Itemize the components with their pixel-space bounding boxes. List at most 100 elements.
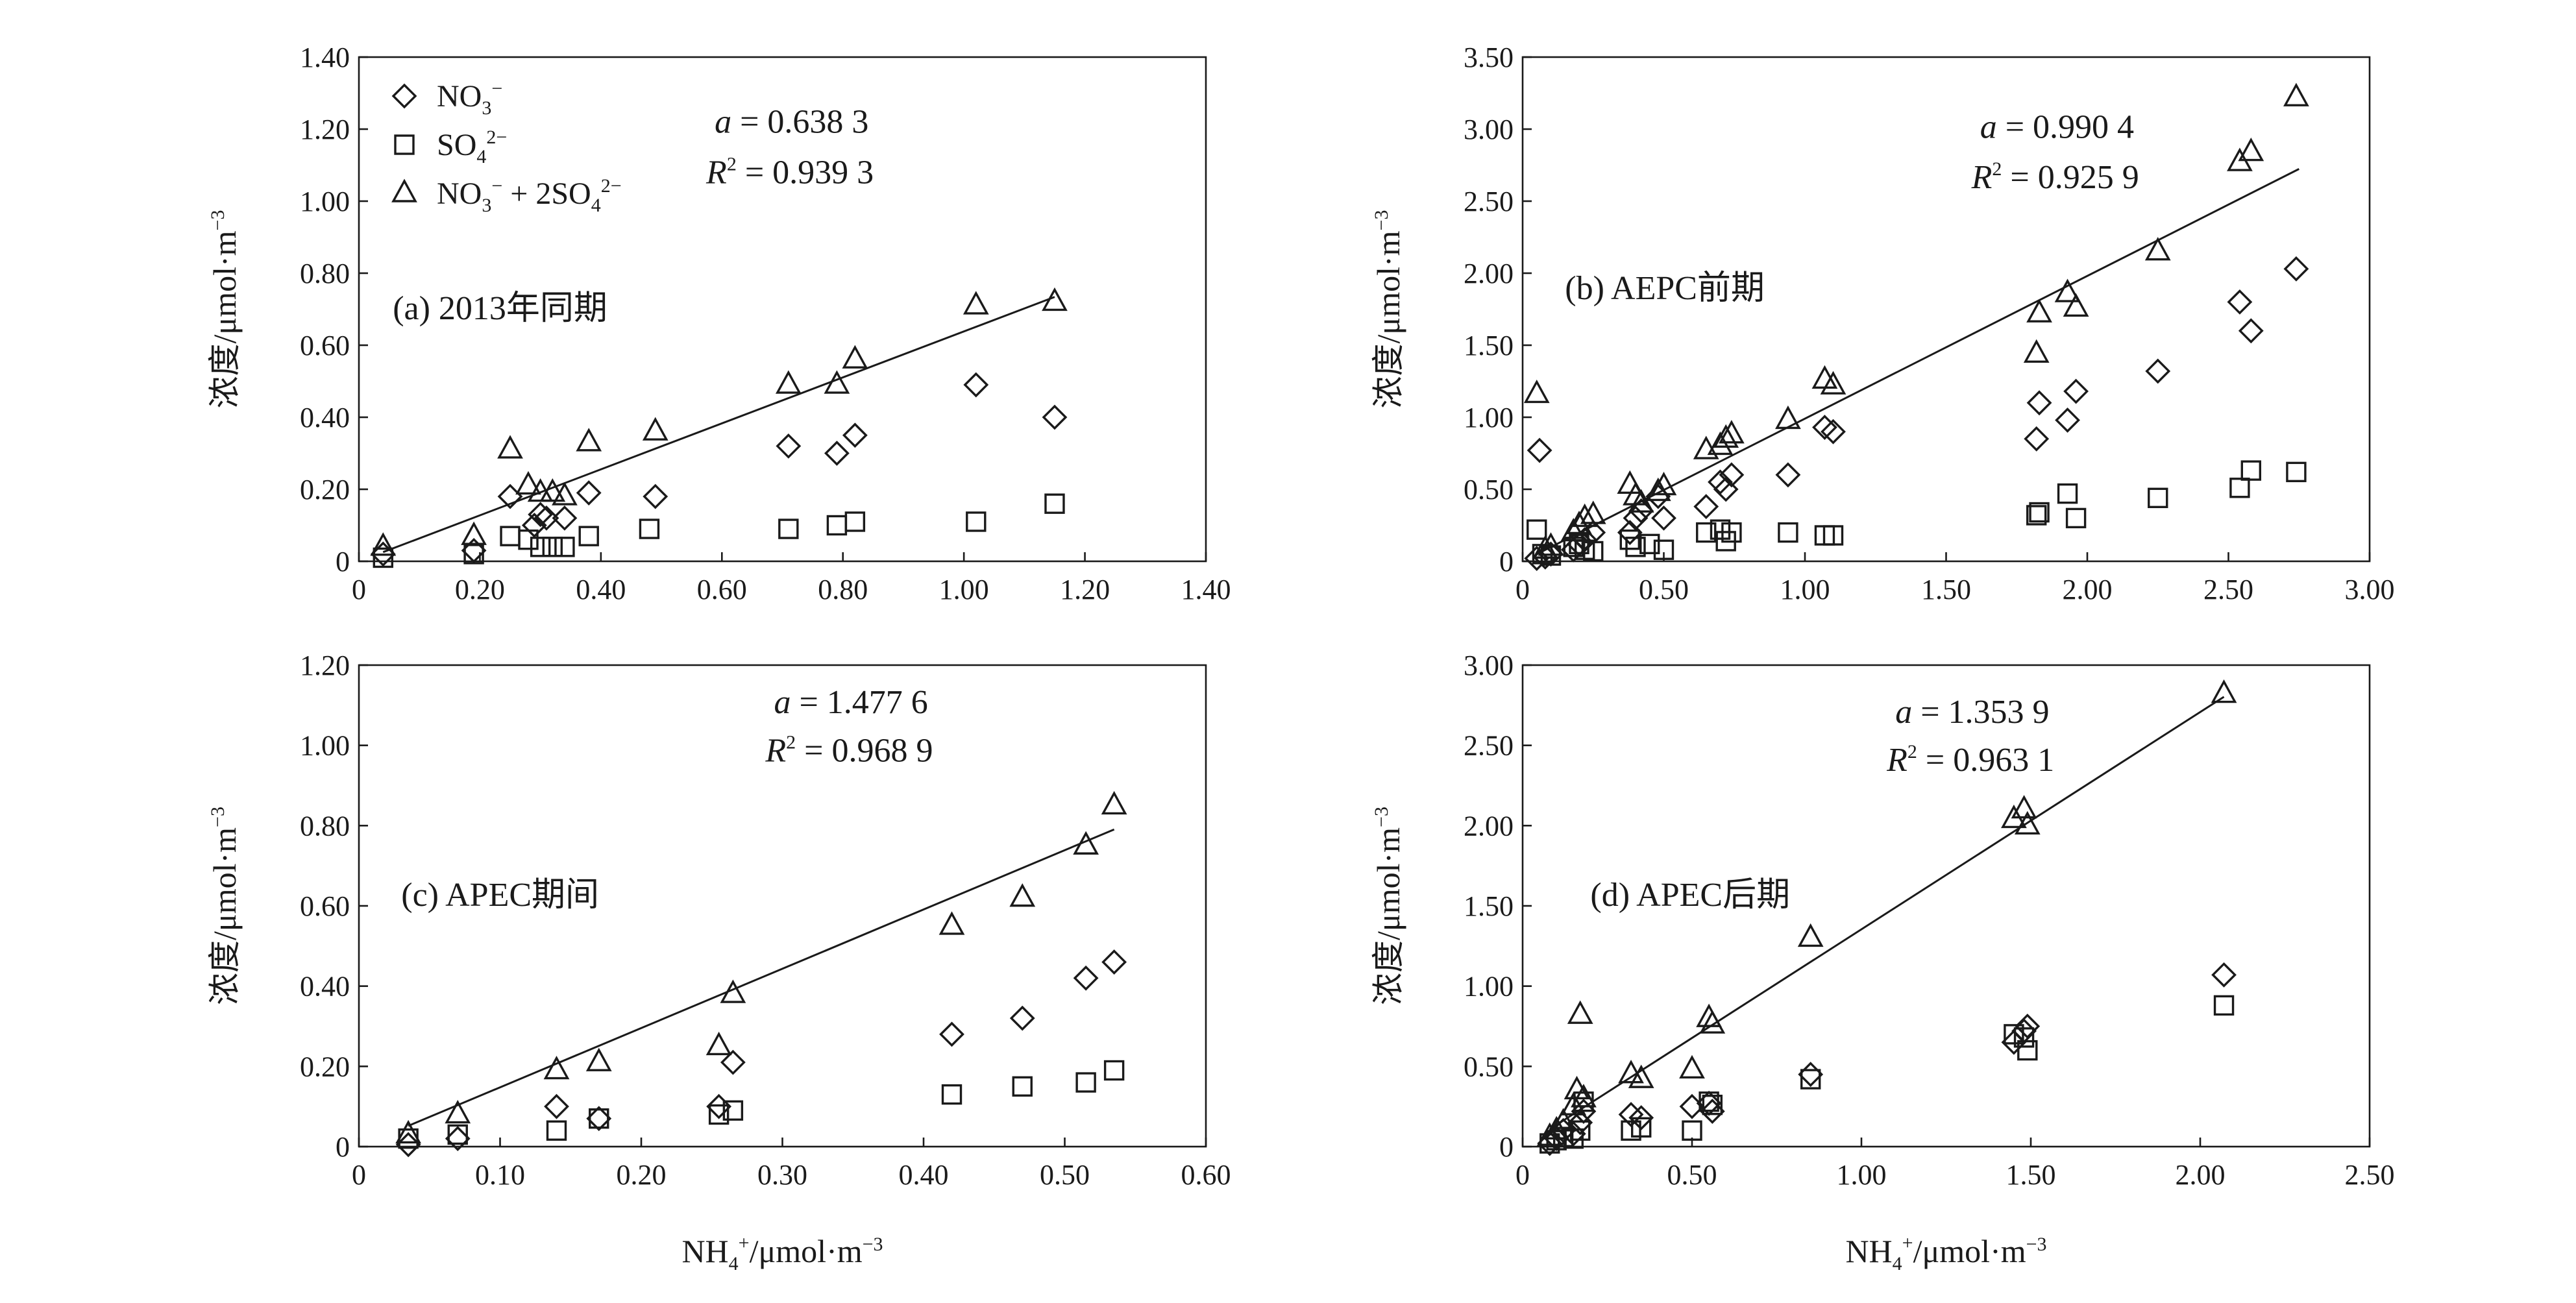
x-tick-label: 1.20 xyxy=(1060,574,1110,605)
data-point-triangle xyxy=(543,1055,570,1080)
data-point-square xyxy=(2213,995,2235,1016)
data-point-diamond xyxy=(2015,1014,2041,1039)
data-point-triangle xyxy=(370,532,397,556)
fit-line xyxy=(382,296,1055,554)
data-point-diamond xyxy=(2063,378,2089,404)
data-point-square xyxy=(1103,1060,1125,1081)
data-point-diamond xyxy=(370,541,396,567)
data-point-square xyxy=(1696,522,1717,543)
data-point-square xyxy=(708,1104,730,1125)
panel-d: 0 0.50 1.00 1.50 2.00 2.50 3.00 0 0.50 1.00 1.50 2.… xyxy=(1370,650,2395,1191)
data-point-triangle xyxy=(1628,489,1654,513)
data-point-triangle xyxy=(552,481,578,505)
y-tick-label: 0 xyxy=(336,1131,350,1163)
data-point-diamond xyxy=(1812,415,1837,440)
y-tick-label: 0.80 xyxy=(300,810,350,842)
slope-annotation: a = 0.638 3 xyxy=(715,104,868,141)
data-point-triangle xyxy=(1580,500,1606,524)
data-point-triangle xyxy=(1523,379,1550,404)
data-point-diamond xyxy=(544,1093,569,1119)
legend-marker-diamond xyxy=(391,83,417,109)
data-point-square xyxy=(1563,537,1584,557)
data-point-triangle xyxy=(1073,831,1099,855)
y-tick-label: 1.00 xyxy=(1464,402,1514,433)
y-tick-label: 2.50 xyxy=(1464,186,1514,217)
data-point-triangle xyxy=(2144,237,2171,261)
x-tick-label: 1.40 xyxy=(1181,574,1231,605)
panel-a: 0 0.20 0.40 0.60 0.80 1.00 1.20 1.40 0 0.20 0.40 0.… xyxy=(206,42,1231,605)
x-tick-label: 0 xyxy=(1515,574,1530,605)
x-tick-label: 1.00 xyxy=(939,574,989,605)
x-tick-label: 0.30 xyxy=(757,1159,807,1191)
data-point-square xyxy=(1800,1069,1821,1090)
y-tick-label: 0.80 xyxy=(300,258,350,289)
data-point-triangle xyxy=(1560,1091,1587,1115)
data-point-triangle xyxy=(1811,365,1838,389)
data-point-square xyxy=(1630,1117,1652,1138)
y-tick-label: 0.50 xyxy=(1464,1051,1514,1082)
x-tick-label: 0.20 xyxy=(617,1159,667,1191)
y-tick-label: 0 xyxy=(336,546,350,578)
x-tick-label: 0 xyxy=(352,1159,366,1191)
panel-title: (b) AEPC前期 xyxy=(1565,270,1765,307)
y-tick-label: 1.50 xyxy=(1464,890,1514,922)
x-axis-label-c: NH4+/μmol·m−3 xyxy=(681,1232,883,1274)
data-point-square xyxy=(941,1084,963,1105)
fit-line xyxy=(408,828,1115,1127)
x-tick-label: 0.50 xyxy=(1639,574,1689,605)
x-tick-label: 2.50 xyxy=(2203,574,2253,605)
data-point-diamond xyxy=(2283,256,2309,282)
x-tick-label: 1.50 xyxy=(1921,574,1971,605)
y-tick-label: 0.60 xyxy=(300,890,350,922)
data-point-triangle xyxy=(1536,1122,1563,1146)
data-point-diamond xyxy=(1101,949,1127,975)
data-point-triangle xyxy=(705,1031,732,1056)
data-point-triangle xyxy=(1693,435,1719,459)
data-point-triangle xyxy=(1009,883,1036,907)
data-point-square xyxy=(2240,460,2262,481)
data-point-square xyxy=(500,526,521,546)
data-point-square xyxy=(1583,541,1604,562)
series-diamond xyxy=(395,949,1127,1158)
data-point-square xyxy=(1710,519,1731,540)
data-point-diamond xyxy=(1651,505,1676,531)
data-point-triangle xyxy=(461,521,487,545)
r2-annotation: R2 = 0.925 9 xyxy=(1971,158,2139,196)
data-point-square xyxy=(639,518,660,539)
data-point-diamond xyxy=(1623,505,1649,531)
r2-annotation: R2 = 0.939 3 xyxy=(705,153,874,191)
data-point-square xyxy=(554,537,575,557)
x-tick-label: 0.80 xyxy=(818,574,868,605)
legend-marker-triangle xyxy=(391,178,417,202)
data-point-square xyxy=(542,537,563,557)
data-point-diamond xyxy=(1628,498,1654,524)
data-point-diamond xyxy=(395,1132,421,1158)
x-tick-label: 0 xyxy=(1515,1159,1530,1191)
data-point-square xyxy=(546,1120,567,1141)
data-point-triangle xyxy=(515,470,541,495)
y-tick-label: 1.00 xyxy=(1464,971,1514,1003)
x-tick-label: 0.20 xyxy=(455,574,505,605)
x-tick-label: 3.00 xyxy=(2345,574,2395,605)
data-point-square xyxy=(2057,483,2078,504)
data-point-square xyxy=(778,518,799,539)
y-axis-label: 浓度/μmol·m−3 xyxy=(206,210,243,409)
data-point-diamond xyxy=(461,537,487,563)
data-point-diamond xyxy=(2145,358,2171,384)
data-point-square xyxy=(530,537,551,557)
x-tick-label: 1.00 xyxy=(1837,1159,1887,1191)
series-square xyxy=(398,1060,1125,1149)
y-tick-label: 1.50 xyxy=(1464,330,1514,361)
data-point-square xyxy=(1653,539,1674,560)
data-point-square xyxy=(447,1124,468,1145)
data-point-triangle xyxy=(1623,481,1649,505)
data-point-triangle xyxy=(2026,298,2052,323)
y-tick-label: 2.50 xyxy=(1464,730,1514,762)
data-point-triangle xyxy=(2238,137,2264,162)
x-tick-label: 0.60 xyxy=(1181,1159,1231,1191)
data-point-triangle xyxy=(775,370,802,394)
series-triangle xyxy=(1536,679,2237,1146)
data-point-triangle xyxy=(2023,339,2050,363)
x-tick-label: 1.00 xyxy=(1780,574,1830,605)
data-point-triangle xyxy=(1713,424,1739,448)
